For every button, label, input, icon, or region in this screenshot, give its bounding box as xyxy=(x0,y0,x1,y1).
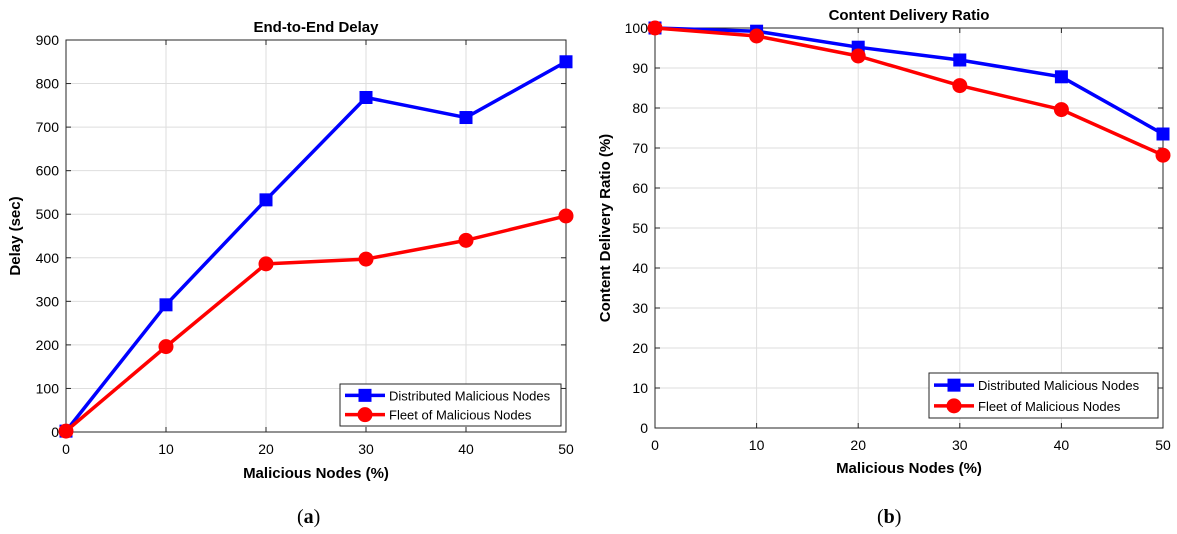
data-point xyxy=(458,232,474,248)
x-tick-label: 10 xyxy=(749,437,765,453)
y-tick-label: 10 xyxy=(632,380,648,396)
y-tick-label: 400 xyxy=(36,250,60,266)
data-point xyxy=(953,53,967,67)
data-point xyxy=(749,28,765,44)
data-point xyxy=(358,251,374,267)
y-tick-label: 30 xyxy=(632,300,648,316)
data-point xyxy=(1054,70,1068,84)
y-tick-label: 40 xyxy=(632,260,648,276)
x-tick-label: 0 xyxy=(651,437,659,453)
data-point xyxy=(459,111,473,125)
series-fleet xyxy=(647,20,1171,163)
data-point xyxy=(158,339,174,355)
series-line xyxy=(64,60,567,433)
x-tick-label: 50 xyxy=(558,441,574,457)
data-point xyxy=(159,298,173,312)
y-tick-label: 20 xyxy=(632,340,648,356)
legend-box xyxy=(339,383,562,427)
chart-title: Content Delivery Ratio xyxy=(829,7,990,24)
series-line xyxy=(654,26,1164,136)
data-point xyxy=(850,48,866,64)
data-point xyxy=(558,208,574,224)
caption-b: (b) xyxy=(877,506,902,528)
legend-label: Distributed Malicious Nodes xyxy=(978,378,1140,393)
y-tick-label: 0 xyxy=(51,424,59,440)
y-tick-label: 90 xyxy=(632,60,648,76)
axes-box xyxy=(65,39,567,433)
y-tick-label: 60 xyxy=(632,180,648,196)
x-tick-label: 20 xyxy=(850,437,866,453)
y-tick-label: 50 xyxy=(632,220,648,236)
x-axis-label: Malicious Nodes (%) xyxy=(836,460,982,477)
chart-b: 0 10 20 30 40 50 60 70 80 90 100 0 10 20 30 40 50 Content… xyxy=(597,7,1171,477)
legend-label: Fleet of Malicious Nodes xyxy=(389,408,532,423)
series-line xyxy=(64,214,567,433)
data-point xyxy=(1156,127,1170,141)
data-point xyxy=(1155,147,1171,163)
y-tick-label: 200 xyxy=(36,337,60,353)
data-point xyxy=(359,90,373,104)
chart-title: End-to-End Delay xyxy=(253,19,379,36)
y-tick-label: 900 xyxy=(36,32,60,48)
y-tick-label: 0 xyxy=(640,420,648,436)
y-tick-label: 300 xyxy=(36,293,60,309)
y-axis-label: Delay (sec) xyxy=(7,196,24,275)
legend: Distributed Malicious Nodes Fleet of Mali… xyxy=(339,383,562,427)
legend-marker xyxy=(946,398,962,414)
y-tick-label: 800 xyxy=(36,76,60,92)
y-tick-label: 600 xyxy=(36,163,60,179)
legend: Distributed Malicious Nodes Fleet of Mali… xyxy=(928,372,1159,419)
x-axis-label: Malicious Nodes (%) xyxy=(243,465,389,482)
legend-marker xyxy=(358,388,372,402)
legend-label: Distributed Malicious Nodes xyxy=(389,388,551,403)
data-point xyxy=(952,78,968,94)
x-tick-label: 10 xyxy=(158,441,174,457)
data-point xyxy=(58,423,74,439)
x-tick-label: 40 xyxy=(458,441,474,457)
x-tick-label: 20 xyxy=(258,441,274,457)
x-tick-label: 40 xyxy=(1054,437,1070,453)
legend-label: Fleet of Malicious Nodes xyxy=(978,399,1121,414)
data-point xyxy=(559,55,573,69)
data-point xyxy=(259,193,273,207)
x-tick-label: 50 xyxy=(1155,437,1171,453)
y-tick-label: 100 xyxy=(36,380,60,396)
y-axis-label: Content Delivery Ratio (%) xyxy=(597,134,614,322)
x-tick-label: 0 xyxy=(62,441,70,457)
y-tick-label: 100 xyxy=(625,20,649,36)
y-tick-label: 70 xyxy=(632,140,648,156)
data-point xyxy=(258,256,274,272)
data-point xyxy=(1053,102,1069,118)
series-fleet xyxy=(58,208,574,439)
y-tick-label: 500 xyxy=(36,206,60,222)
x-tick-label: 30 xyxy=(952,437,968,453)
legend-box xyxy=(928,372,1159,419)
series-line xyxy=(654,26,1164,157)
chart-a: 0 100 200 300 400 500 600 700 800 900 0 10 20 30 40 50 E… xyxy=(7,19,574,482)
legend-marker xyxy=(357,407,373,423)
caption-a: (a) xyxy=(297,506,321,528)
y-tick-label: 700 xyxy=(36,119,60,135)
y-tick-label: 80 xyxy=(632,100,648,116)
x-tick-label: 30 xyxy=(358,441,374,457)
legend-marker xyxy=(947,378,961,392)
data-point xyxy=(647,20,663,36)
